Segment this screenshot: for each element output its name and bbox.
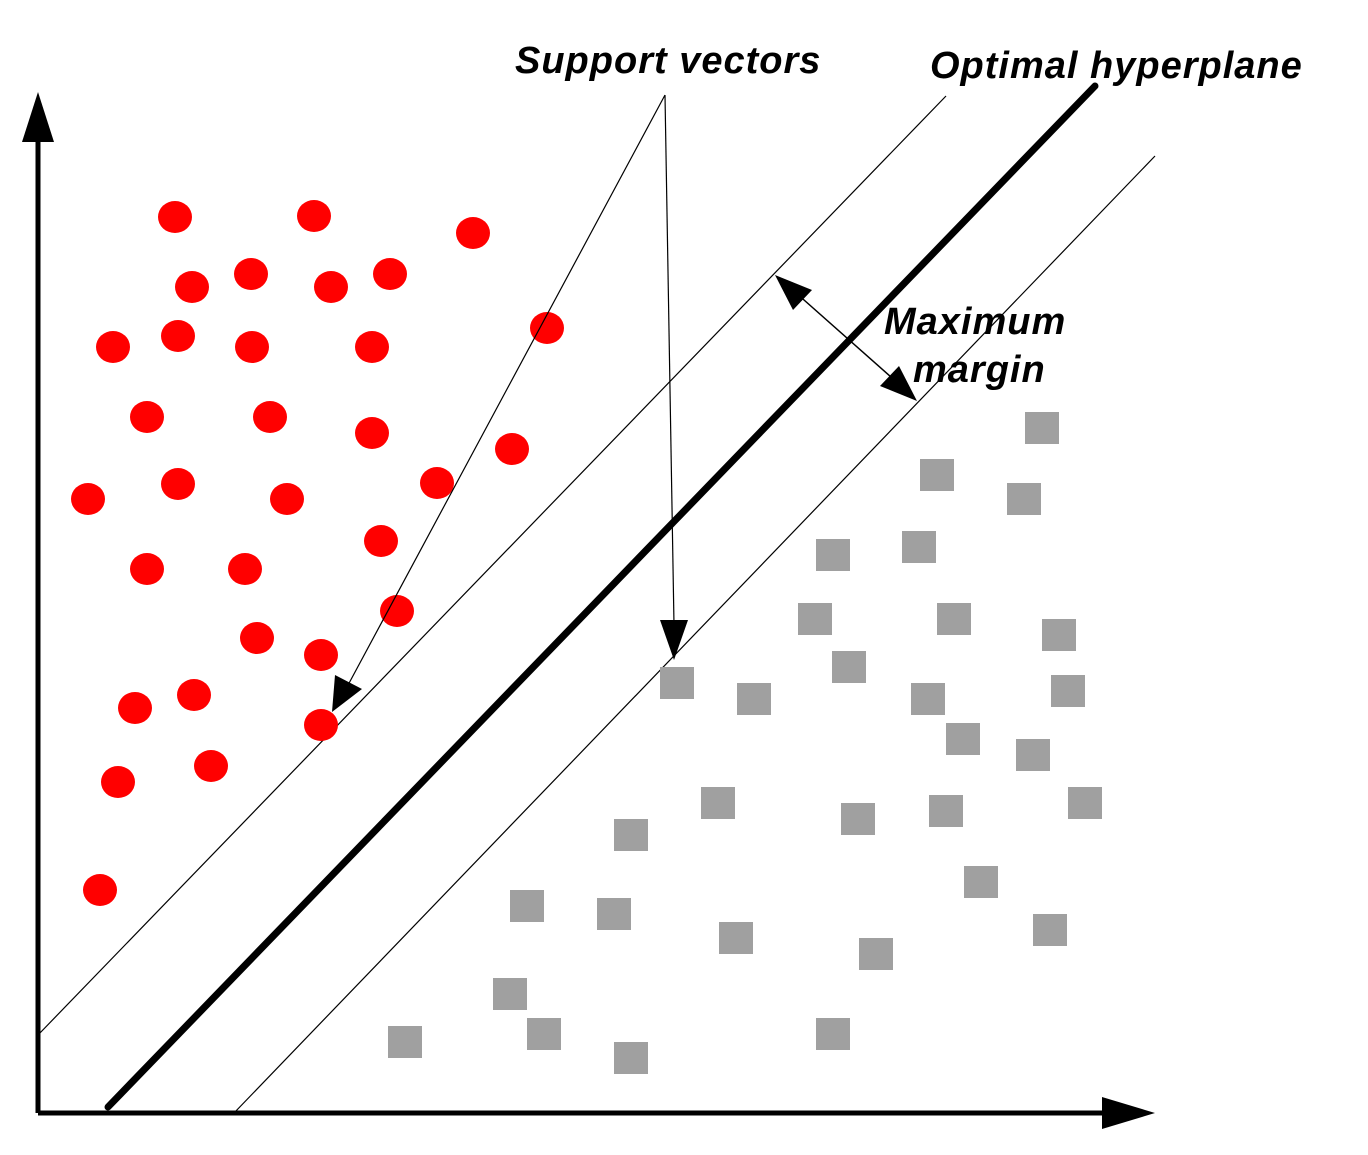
class-a-point xyxy=(235,331,269,363)
class-b-point xyxy=(937,603,971,635)
class-b-points xyxy=(388,412,1102,1074)
class-b-point xyxy=(388,1026,422,1058)
class-a-point xyxy=(297,200,331,232)
class-a-point xyxy=(456,217,490,249)
class-b-point xyxy=(798,603,832,635)
separators xyxy=(37,82,1156,1114)
class-b-point xyxy=(614,819,648,851)
class-b-point xyxy=(1016,739,1050,771)
y-axis-arrowhead xyxy=(22,92,54,142)
margin-arrow-shaft xyxy=(794,291,901,386)
class-b-point xyxy=(816,539,850,571)
class-a-point xyxy=(270,483,304,515)
class-a-point xyxy=(364,525,398,557)
margin-arrowhead-lower xyxy=(880,366,917,401)
optimal-hyperplane-label: Optimal hyperplane xyxy=(930,45,1303,87)
class-b-point xyxy=(929,795,963,827)
class-a-point xyxy=(355,417,389,449)
optimal-hyperplane-line xyxy=(104,82,1099,1111)
class-b-point xyxy=(493,978,527,1010)
class-b-point xyxy=(946,723,980,755)
margin-arrowhead-upper xyxy=(775,275,812,310)
class-a-point xyxy=(240,622,274,654)
x-axis-arrowhead xyxy=(1102,1097,1155,1129)
class-a-point xyxy=(177,679,211,711)
support-vector-pointers xyxy=(332,94,688,712)
class-b-point xyxy=(527,1018,561,1050)
axes xyxy=(22,92,1155,1129)
support-vector-pointer-gray xyxy=(664,94,675,626)
maximum-margin-label-line2: margin xyxy=(913,349,1046,391)
class-a-point xyxy=(530,312,564,344)
class-a-point xyxy=(304,639,338,671)
class-a-point xyxy=(96,331,130,363)
support-vectors-label: Support vectors xyxy=(515,40,821,82)
class-a-point xyxy=(314,271,348,303)
class-a-points xyxy=(71,200,564,906)
class-b-point xyxy=(832,651,866,683)
class-b-point xyxy=(597,898,631,930)
class-b-point xyxy=(920,459,954,491)
maximum-margin-label-line1: Maximum xyxy=(884,301,1066,343)
class-b-point xyxy=(614,1042,648,1074)
class-b-point xyxy=(1068,787,1102,819)
support-vector-arrowhead-gray xyxy=(660,620,688,660)
class-b-point xyxy=(660,667,694,699)
class-a-point xyxy=(118,692,152,724)
class-a-point xyxy=(253,401,287,433)
class-b-point xyxy=(1033,914,1067,946)
class-b-point xyxy=(1007,483,1041,515)
class-b-point xyxy=(737,683,771,715)
class-b-point xyxy=(1025,412,1059,444)
maximum-margin-arrow xyxy=(775,275,917,401)
lower-margin-line xyxy=(233,155,1156,1114)
support-vector-pointer-red xyxy=(339,94,666,701)
class-a-point xyxy=(495,433,529,465)
class-a-point xyxy=(194,750,228,782)
class-b-point xyxy=(911,683,945,715)
class-b-point xyxy=(1051,675,1085,707)
class-a-point xyxy=(161,320,195,352)
class-a-point xyxy=(83,874,117,906)
class-b-point xyxy=(719,922,753,954)
class-b-point xyxy=(816,1018,850,1050)
class-a-point xyxy=(71,483,105,515)
class-b-point xyxy=(701,787,735,819)
class-b-point xyxy=(902,531,936,563)
upper-margin-line xyxy=(37,95,947,1036)
class-a-point xyxy=(373,258,407,290)
class-a-point xyxy=(380,595,414,627)
class-b-point xyxy=(510,890,544,922)
class-a-point xyxy=(234,258,268,290)
class-a-point xyxy=(228,553,262,585)
class-a-point xyxy=(420,467,454,499)
class-a-point xyxy=(130,553,164,585)
class-b-point xyxy=(964,866,998,898)
support-vector-arrowhead-red xyxy=(332,675,362,712)
class-a-point xyxy=(130,401,164,433)
class-a-point xyxy=(304,709,338,741)
class-a-point xyxy=(161,468,195,500)
class-a-point xyxy=(175,271,209,303)
class-a-point xyxy=(355,331,389,363)
class-b-point xyxy=(841,803,875,835)
class-b-point xyxy=(859,938,893,970)
class-b-point xyxy=(1042,619,1076,651)
class-a-point xyxy=(101,766,135,798)
class-a-point xyxy=(158,201,192,233)
